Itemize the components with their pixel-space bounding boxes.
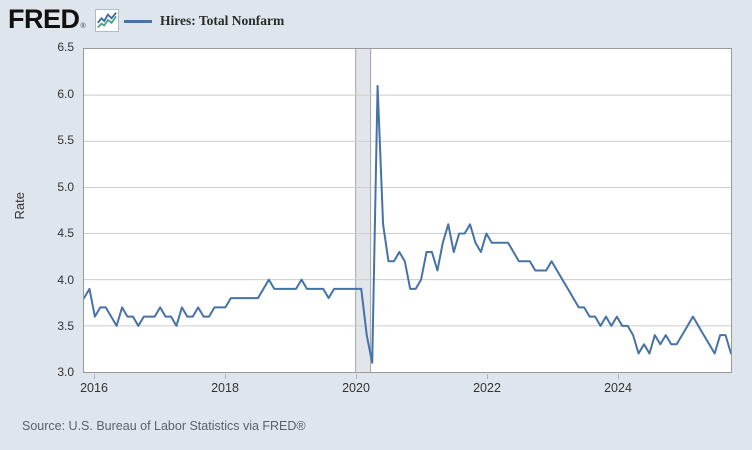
y-tick-label: 5.0 (57, 180, 74, 194)
x-tick-label: 2016 (80, 381, 108, 395)
y-tick-label: 4.0 (57, 273, 74, 287)
registered-trademark-icon: ® (80, 23, 86, 30)
y-tick-label: 3.0 (57, 365, 74, 379)
source-note: Source: U.S. Bureau of Labor Statistics … (22, 419, 306, 433)
legend-line-swatch (124, 19, 152, 23)
gridlines (84, 94, 731, 327)
x-tick-mark (487, 374, 488, 379)
y-tick-label: 5.5 (57, 133, 74, 147)
plot-area[interactable] (83, 48, 732, 373)
fred-logo-chart-icon[interactable] (95, 9, 119, 32)
legend-series-label: Hires: Total Nonfarm (160, 13, 285, 28)
y-tick-label: 6.5 (57, 40, 74, 54)
x-tick-mark (356, 374, 357, 379)
fred-logo-text: FRED (8, 4, 80, 34)
x-tick-label: 2020 (342, 381, 370, 395)
x-tick-mark (618, 374, 619, 379)
plot-svg (84, 49, 731, 372)
x-tick-label: 2022 (473, 381, 501, 395)
x-tick-mark (225, 374, 226, 379)
y-tick-label: 4.5 (57, 226, 74, 240)
x-tick-mark (94, 374, 95, 379)
y-axis-title: Rate (12, 192, 27, 220)
y-tick-label: 3.5 (57, 319, 74, 333)
y-tick-label: 6.0 (57, 87, 74, 101)
x-tick-label: 2024 (604, 381, 632, 395)
recession-band (355, 49, 371, 372)
fred-logo[interactable]: FRED ® (8, 4, 86, 34)
legend-item[interactable]: Hires: Total Nonfarm (124, 8, 284, 34)
data-line (84, 84, 731, 364)
x-tick-label: 2018 (211, 381, 239, 395)
